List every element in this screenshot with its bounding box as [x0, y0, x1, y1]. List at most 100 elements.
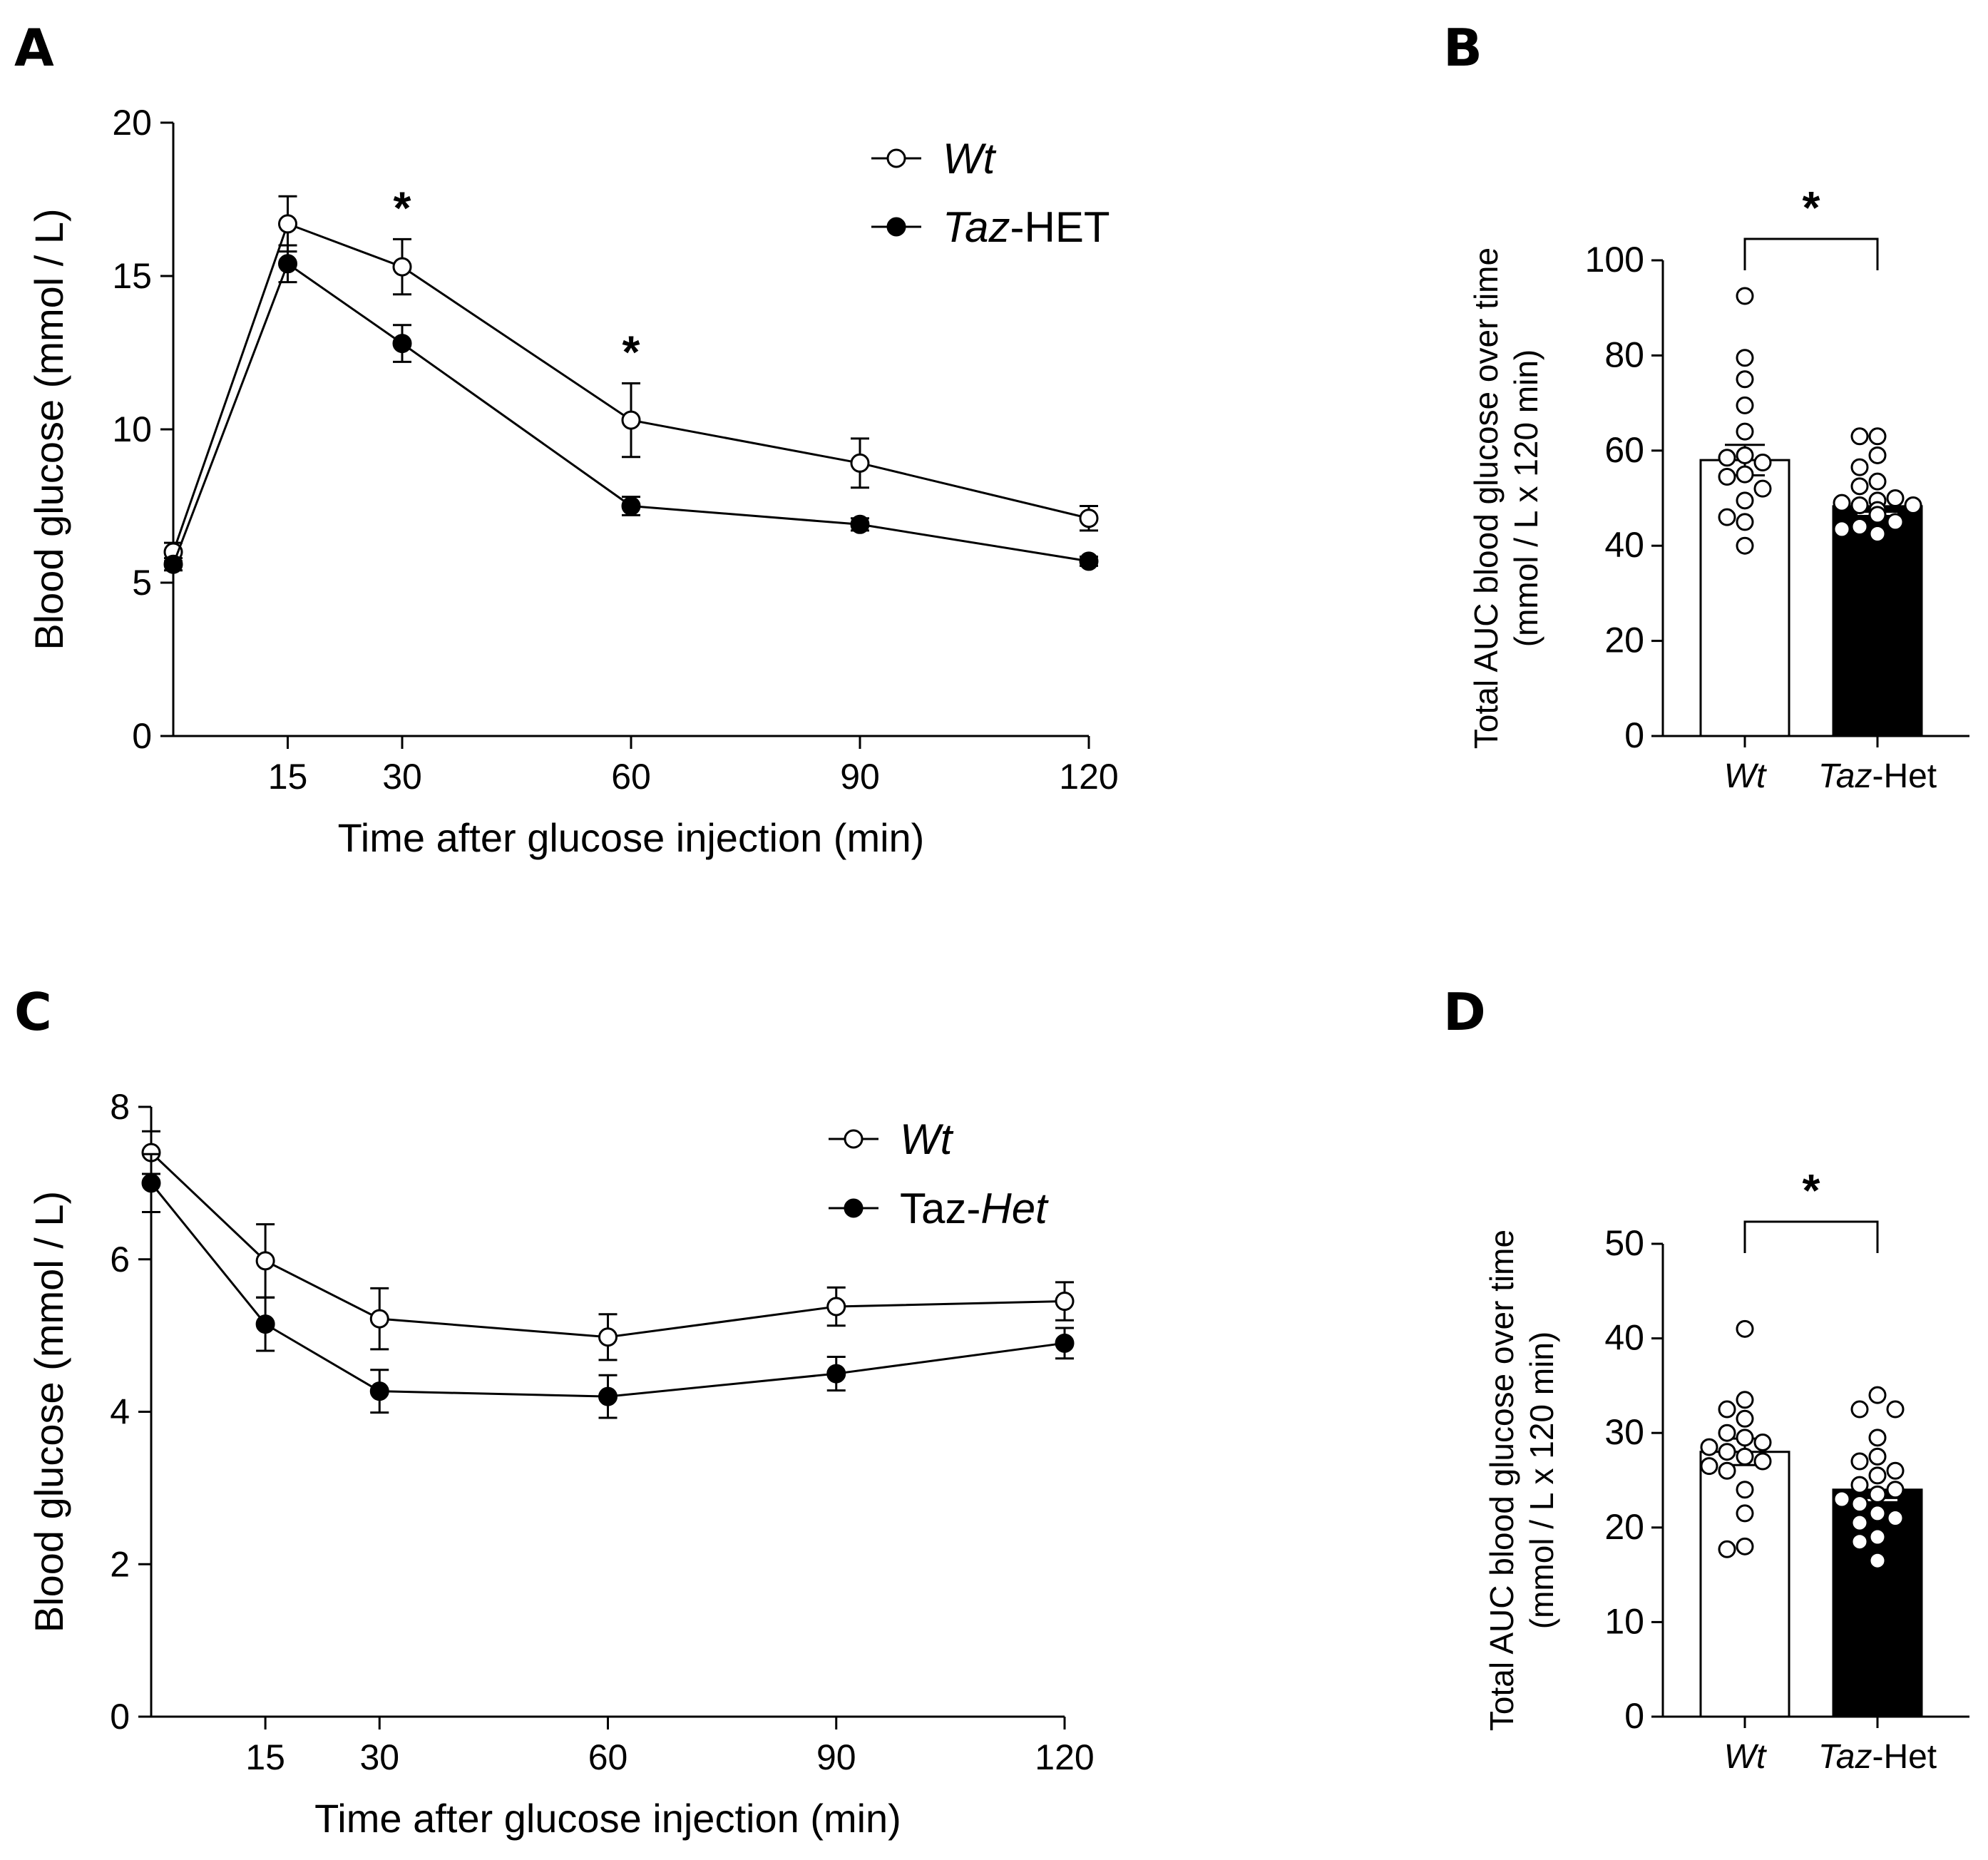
y-tick-label: 5: [132, 563, 152, 603]
data-point-taz-het: [1868, 1485, 1887, 1503]
data-point-taz-het: [1886, 1481, 1905, 1499]
data-point-taz-het: [1850, 477, 1869, 496]
x-tick-label: 60: [611, 757, 651, 797]
data-point-taz: [1079, 551, 1099, 571]
data-point-wt: [255, 1251, 275, 1271]
data-point-wt: [1736, 287, 1754, 305]
y-tick-label: 4: [110, 1392, 130, 1432]
x-tick-label: 30: [382, 757, 422, 797]
y-tick-label: 20: [112, 103, 152, 143]
data-point-taz-het: [1868, 446, 1887, 464]
y-tick-label: 0: [1624, 715, 1644, 755]
data-point-wt: [1718, 1540, 1736, 1558]
data-point-wt: [1736, 446, 1754, 464]
data-point-wt: [1718, 1461, 1736, 1480]
y-tick-label: 80: [1604, 334, 1644, 374]
data-point-wt: [1736, 1409, 1754, 1428]
data-point-taz-het: [1868, 1551, 1887, 1570]
data-point-wt: [1700, 1457, 1718, 1476]
x-tick-label: 15: [268, 757, 308, 797]
data-point-wt: [1718, 467, 1736, 486]
x-category-label: Wt: [1724, 1738, 1767, 1776]
data-point-wt: [598, 1327, 618, 1347]
x-category-label: Taz-Het: [1818, 1738, 1937, 1776]
data-point-wt: [392, 257, 412, 277]
chart-d-auc-bar: 0 10 20 30 40 50 Total AUC blood glucose over …: [1483, 1165, 1969, 1776]
x-category-label-part-0: Wt: [1724, 1738, 1767, 1776]
data-point-taz: [621, 496, 641, 516]
data-point-wt: [1736, 1391, 1754, 1409]
x-axis-title: Time after glucose injection (min): [338, 815, 925, 860]
data-point-wt: [1718, 449, 1736, 467]
y-tick-label: 0: [132, 716, 152, 756]
significance-marker: *: [1803, 182, 1820, 233]
legend-label-taz-part-0: Taz-: [900, 1185, 980, 1232]
x-category-label-part-0: Taz: [1818, 757, 1872, 795]
data-point-taz: [392, 334, 412, 354]
y-tick-label: 100: [1585, 240, 1644, 280]
series-line-wt: [172, 222, 1090, 553]
data-point-taz: [255, 1314, 275, 1334]
data-point-taz-het: [1833, 520, 1851, 538]
data-point-taz-het: [1868, 1504, 1887, 1523]
y-tick-label: 8: [110, 1087, 130, 1127]
data-point-taz-het: [1850, 1476, 1869, 1494]
data-point-taz-het: [1886, 1461, 1905, 1480]
data-point-taz: [1055, 1333, 1075, 1353]
data-point-taz-het: [1833, 494, 1851, 512]
x-tick-label: 30: [359, 1737, 399, 1777]
x-category-label-part-0: Wt: [1724, 757, 1767, 795]
data-point-wt: [621, 410, 641, 430]
x-tick-label: 15: [245, 1737, 285, 1777]
data-point-taz-het: [1868, 525, 1887, 543]
y-tick-label: 0: [110, 1697, 130, 1737]
data-point-taz: [163, 554, 183, 574]
data-point-wt: [1718, 1400, 1736, 1419]
panel-letter-a: A: [14, 18, 54, 78]
legend-label-wt-part-0: Wt: [900, 1115, 954, 1163]
data-point-wt: [1736, 1504, 1754, 1523]
significance-marker: *: [1803, 1165, 1820, 1216]
data-point-taz-het: [1850, 1495, 1869, 1513]
data-point-taz-het: [1868, 472, 1887, 491]
y-tick-label: 0: [1624, 1696, 1644, 1736]
data-point-wt: [1718, 508, 1736, 526]
series-line-taz: [172, 262, 1090, 565]
x-category-label-part-0: Taz: [1818, 1738, 1872, 1776]
x-category-label: Wt: [1724, 757, 1767, 795]
x-axis-title: Time after glucose injection (min): [314, 1796, 901, 1841]
chart-b-auc-bar: 0 20 40 60 80 100 Total AUC blood glucose over…: [1467, 182, 1969, 795]
legend-label-taz-part-1: -HET: [1010, 203, 1110, 251]
chart-a-blood-glucose-line: 0 5 10 15 20 15 30 60 90 120 Time after glucose in…: [26, 103, 1119, 860]
data-point-taz-het: [1850, 1513, 1869, 1532]
legend-label-wt: Wt: [900, 1115, 954, 1163]
data-point-taz-het: [1833, 1490, 1851, 1508]
data-point-taz-het: [1850, 496, 1869, 515]
data-point-wt: [1736, 1429, 1754, 1447]
series-line-wt: [150, 1152, 1065, 1339]
panel-letter-c: C: [14, 982, 52, 1042]
data-point-taz-het: [1850, 1400, 1869, 1419]
x-category-label: Taz-Het: [1818, 757, 1937, 795]
data-point-taz-het: [1886, 1509, 1905, 1528]
data-point-wt: [1753, 1452, 1772, 1471]
data-point-wt: [1736, 536, 1754, 555]
y-tick-label: 30: [1604, 1412, 1644, 1452]
data-point-wt: [1736, 1481, 1754, 1499]
y-tick-label: 10: [1604, 1601, 1644, 1641]
x-category-label-part-1: -Het: [1872, 1738, 1937, 1776]
panel-letter-b: B: [1443, 18, 1482, 78]
legend-label-wt: Wt: [943, 135, 997, 183]
legend-label-taz-part-1: Het: [980, 1185, 1049, 1232]
data-point-taz-het: [1850, 518, 1869, 536]
data-point-taz: [369, 1381, 389, 1401]
data-point-taz: [278, 254, 297, 274]
data-point-wt: [1718, 1424, 1736, 1442]
series-line-taz: [150, 1182, 1065, 1398]
data-point-taz: [826, 1364, 846, 1384]
bar-taz-het: [1832, 505, 1923, 737]
data-point-wt: [369, 1309, 389, 1329]
y-tick-label: 20: [1604, 1507, 1644, 1547]
data-point-taz-het: [1868, 1447, 1887, 1466]
